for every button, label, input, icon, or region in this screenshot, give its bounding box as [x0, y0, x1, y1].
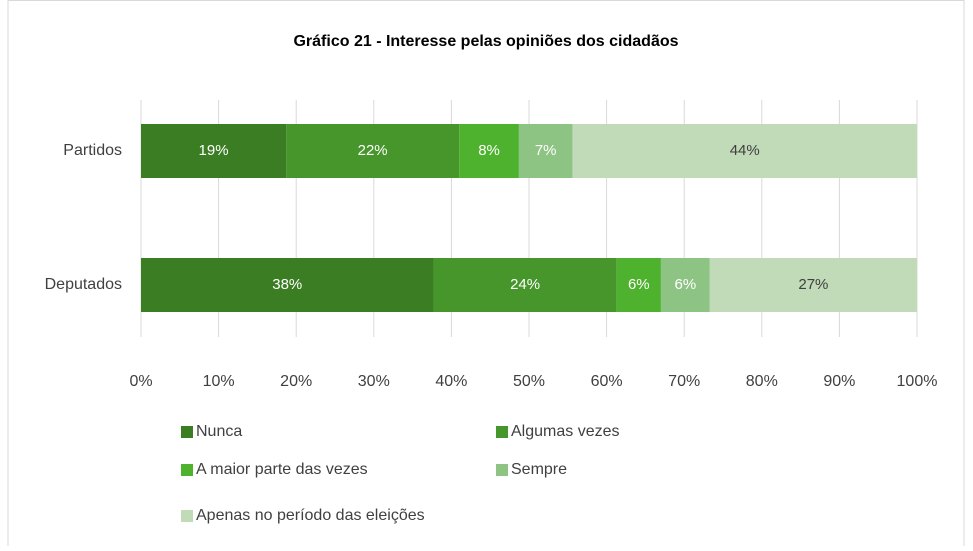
- bar-segment: [141, 258, 434, 312]
- legend-label: Apenas no período das eleições: [196, 507, 425, 524]
- data-label: 27%: [798, 276, 828, 293]
- bar-segment: [572, 124, 917, 178]
- x-tick-label: 90%: [823, 373, 855, 390]
- data-label: 8%: [478, 142, 500, 159]
- legend-label: Algumas vezes: [511, 423, 620, 440]
- y-tick-label: Deputados: [45, 276, 122, 293]
- x-tick-label: 10%: [203, 373, 235, 390]
- x-tick-label: 80%: [746, 373, 778, 390]
- legend-label: Nunca: [196, 423, 242, 440]
- bar-segment: [459, 124, 519, 178]
- x-tick-label: 100%: [897, 373, 938, 390]
- legend-swatch: [496, 426, 508, 438]
- y-tick-label: Partidos: [63, 142, 122, 159]
- data-label: 6%: [675, 276, 697, 293]
- legend-swatch: [496, 464, 508, 476]
- bar-segment: [616, 258, 661, 312]
- data-label: 19%: [199, 142, 229, 159]
- legend-swatch: [181, 510, 193, 522]
- x-tick-label: 20%: [280, 373, 312, 390]
- x-tick-label: 30%: [358, 373, 390, 390]
- data-label: 22%: [358, 142, 388, 159]
- data-label: 38%: [272, 276, 302, 293]
- x-tick-label: 50%: [513, 373, 545, 390]
- chart-title: Gráfico 21 - Interesse pelas opiniões do…: [293, 33, 678, 50]
- bar-segment: [286, 124, 460, 178]
- bar-segment: [660, 258, 710, 312]
- legend-swatch: [181, 426, 193, 438]
- bar-segment: [709, 258, 917, 312]
- bar-segment: [518, 124, 573, 178]
- bar-segment: [141, 124, 287, 178]
- x-tick-label: 40%: [435, 373, 467, 390]
- legend-swatch: [181, 464, 193, 476]
- bar-segment: [433, 258, 617, 312]
- x-tick-label: 0%: [129, 373, 152, 390]
- data-label: 6%: [628, 276, 650, 293]
- legend-label: A maior parte das vezes: [196, 461, 368, 478]
- data-label: 7%: [535, 142, 557, 159]
- x-tick-label: 60%: [591, 373, 623, 390]
- legend-label: Sempre: [511, 461, 567, 478]
- data-label: 44%: [730, 142, 760, 159]
- x-tick-label: 70%: [668, 373, 700, 390]
- data-label: 24%: [510, 276, 540, 293]
